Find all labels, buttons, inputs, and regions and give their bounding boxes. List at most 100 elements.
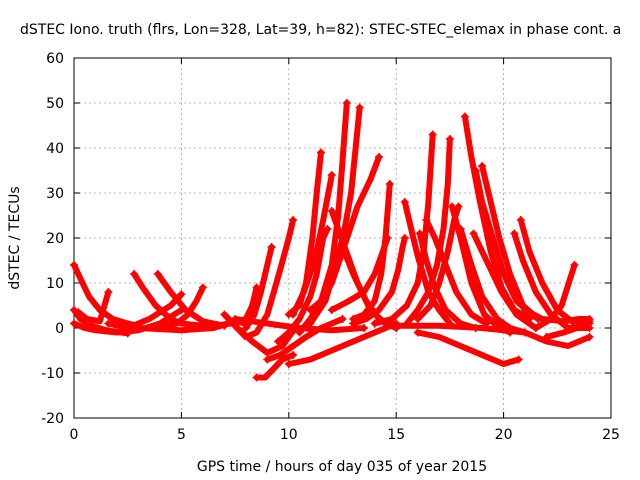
point-marker-s19-start: [289, 310, 298, 319]
point-marker-s27-end: [400, 234, 409, 242]
point-marker-s41-start: [392, 321, 401, 330]
point-marker-s12-end: [267, 243, 276, 251]
series-s46: [232, 316, 367, 334]
series-s7: [105, 291, 185, 331]
point-marker-s13-end: [252, 283, 261, 292]
y-tick-label: 50: [46, 96, 64, 112]
point-marker-s13-start: [209, 321, 218, 330]
point-marker-s33-start: [422, 216, 431, 224]
series-s43: [517, 217, 593, 327]
point-marker-s44-end: [570, 261, 579, 269]
series-s15: [264, 316, 346, 363]
point-marker-s40-start: [413, 328, 422, 337]
point-marker-s14-start: [252, 373, 261, 382]
point-marker-s16-start: [274, 337, 283, 346]
data-series: [70, 99, 594, 382]
series-s41: [393, 322, 593, 349]
series-s6: [154, 271, 228, 329]
point-marker-s18-end: [342, 99, 351, 107]
series-s39: [470, 230, 539, 331]
point-marker-s26-end: [385, 180, 394, 188]
point-marker-s23-start: [327, 207, 336, 215]
x-axis-label: GPS time / hours of day 035 of year 2015: [197, 459, 487, 475]
y-tick-label: 40: [46, 141, 64, 157]
x-tick-label: 5: [177, 427, 186, 443]
point-marker-s7-start: [104, 319, 113, 328]
point-marker-s10-start: [220, 310, 229, 319]
point-marker-s46-end: [359, 324, 368, 332]
y-tick-label: 10: [46, 276, 64, 292]
point-marker-s32-start: [413, 315, 422, 323]
point-marker-s8-start: [198, 283, 207, 292]
x-tick-label: 20: [495, 427, 513, 443]
point-marker-s41-end: [585, 333, 594, 341]
series-s14: [253, 352, 297, 381]
point-marker-s6-start: [153, 270, 162, 278]
point-marker-s16-end: [323, 225, 332, 233]
point-marker-s47-start: [521, 306, 530, 314]
point-marker-s31-end: [445, 135, 454, 143]
point-marker-s47-end: [585, 315, 594, 323]
chart-title: dSTEC Iono. truth (flrs, Lon=328, Lat=39…: [20, 22, 621, 38]
point-marker-s22-start: [306, 306, 315, 314]
series-s19: [290, 172, 335, 318]
point-marker-s14-end: [289, 351, 298, 359]
y-tick-label: 60: [46, 51, 64, 67]
x-tick-label: 0: [70, 427, 79, 443]
point-marker-s12-start: [241, 324, 250, 332]
point-marker-s44-start: [531, 324, 540, 332]
series-s26: [350, 181, 393, 322]
point-marker-s22-end: [375, 153, 384, 161]
point-marker-s21-start: [284, 360, 293, 368]
series-s11: [232, 217, 297, 340]
point-marker-s11-end: [289, 216, 298, 224]
point-marker-s7-end: [177, 290, 186, 299]
series-s30: [371, 131, 436, 327]
point-marker-s5-start: [130, 270, 139, 278]
point-marker-s42-start: [510, 229, 519, 238]
axes-ticks: 0 5 10 15 20 25 -20 -10 0 10 20 30 40 50 60: [41, 51, 620, 443]
point-marker-s19-end: [327, 171, 336, 179]
series-s31: [403, 136, 453, 327]
series-s28: [401, 199, 453, 327]
y-tick-label: 0: [55, 321, 64, 337]
y-tick-label: 30: [46, 186, 64, 202]
point-marker-s9-start: [134, 324, 143, 332]
point-marker-s30-start: [370, 319, 379, 328]
point-marker-s3-start: [74, 308, 83, 317]
point-marker-s39-start: [469, 229, 478, 238]
series-s40: [414, 329, 522, 367]
point-marker-s45-start: [542, 333, 551, 341]
point-marker-s37-start: [471, 166, 480, 175]
series-s33: [423, 217, 490, 327]
point-marker-s3-end: [104, 288, 113, 296]
point-marker-s34-start: [448, 202, 457, 211]
series-s27: [350, 235, 408, 327]
point-marker-s24-start: [338, 243, 347, 251]
point-marker-s1-start: [70, 261, 78, 269]
point-marker-s17-end: [317, 148, 326, 157]
point-marker-s4-start: [70, 319, 78, 328]
point-marker-s15-end: [338, 315, 347, 323]
x-tick-label: 10: [280, 427, 298, 443]
point-marker-s15-start: [263, 355, 272, 364]
point-marker-s36-start: [460, 112, 469, 121]
point-marker-s40-end: [514, 355, 523, 364]
y-tick-label: -10: [41, 366, 64, 382]
x-tick-label: 15: [387, 427, 405, 443]
point-marker-s28-start: [400, 198, 409, 206]
series-s1: [71, 262, 142, 329]
series-s47: [522, 307, 593, 325]
y-tick-label: -20: [41, 411, 64, 427]
series-s21: [285, 320, 400, 367]
y-axis-label: dSTEC / TECUs: [7, 186, 23, 289]
point-marker-s20-end: [355, 103, 364, 112]
point-marker-s25-start: [327, 306, 336, 314]
series-s45: [543, 318, 593, 340]
point-marker-s38-start: [478, 162, 487, 170]
point-marker-s30-end: [428, 130, 437, 139]
series-s8: [156, 284, 206, 329]
series-s3: [75, 289, 112, 325]
y-tick-label: 20: [46, 231, 64, 247]
